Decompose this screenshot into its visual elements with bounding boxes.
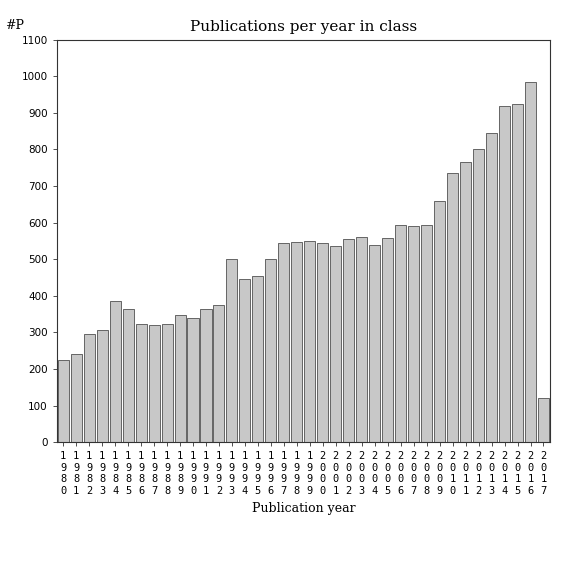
Bar: [175, 315, 185, 442]
Bar: [252, 276, 264, 442]
Bar: [265, 259, 276, 442]
Bar: [188, 318, 198, 442]
Y-axis label: #P: #P: [5, 19, 24, 32]
Bar: [447, 174, 458, 442]
Bar: [473, 150, 484, 442]
Bar: [331, 247, 341, 442]
Bar: [304, 241, 315, 442]
Bar: [213, 305, 225, 442]
Bar: [408, 226, 419, 442]
Bar: [395, 225, 406, 442]
Bar: [239, 280, 251, 442]
Bar: [512, 104, 523, 442]
Bar: [499, 105, 510, 442]
Bar: [356, 238, 367, 442]
Bar: [136, 324, 147, 442]
Bar: [226, 259, 238, 442]
Bar: [382, 238, 393, 442]
Bar: [291, 242, 302, 442]
Bar: [201, 308, 211, 442]
Bar: [486, 133, 497, 442]
Bar: [460, 162, 471, 442]
Bar: [369, 244, 380, 442]
Bar: [109, 302, 121, 442]
X-axis label: Publication year: Publication year: [252, 502, 355, 515]
Bar: [96, 329, 108, 442]
Bar: [58, 360, 69, 442]
Bar: [318, 243, 328, 442]
Bar: [343, 239, 354, 442]
Bar: [149, 325, 159, 442]
Bar: [538, 399, 549, 442]
Bar: [84, 335, 95, 442]
Bar: [278, 243, 289, 442]
Title: Publications per year in class: Publications per year in class: [190, 20, 417, 35]
Bar: [434, 201, 445, 442]
Bar: [162, 324, 172, 442]
Bar: [525, 82, 536, 442]
Bar: [122, 310, 134, 442]
Bar: [71, 354, 82, 442]
Bar: [421, 225, 432, 442]
